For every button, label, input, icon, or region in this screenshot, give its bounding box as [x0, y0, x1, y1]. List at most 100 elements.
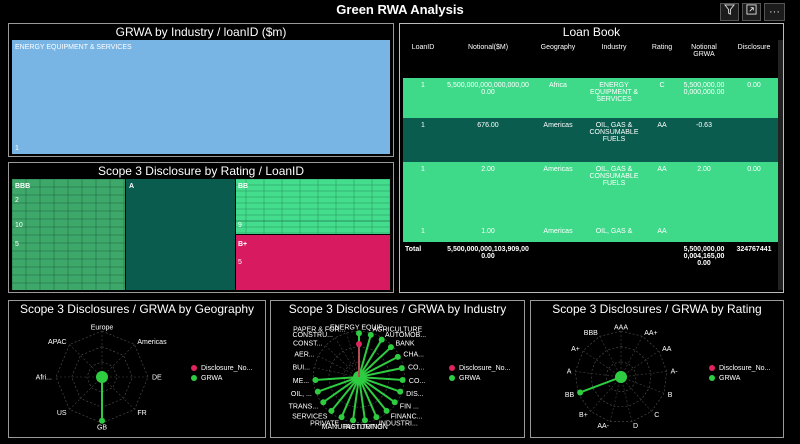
col-header[interactable]: Rating	[651, 44, 673, 51]
radar-label: BANK	[396, 340, 415, 347]
radar-label: AA-	[597, 423, 609, 430]
radar-label: DIS...	[406, 391, 424, 398]
radar-axis	[609, 376, 622, 422]
grwa-line	[352, 376, 360, 421]
legend: Disclosure_No... GRWA	[191, 365, 252, 382]
grwa-point	[350, 417, 357, 424]
radar-label: B	[668, 392, 673, 399]
grwa-point	[397, 388, 404, 395]
radar-axis	[346, 332, 360, 378]
tile-bbb	[12, 179, 125, 290]
legend-item-disclosure[interactable]: Disclosure_No...	[449, 365, 510, 372]
legend-item-grwa[interactable]: GRWA	[191, 375, 252, 382]
grwa-line	[330, 376, 360, 412]
table-row[interactable]: 1 2.00 Americas OIL, GAS & CONSUMABLE FU…	[403, 162, 779, 224]
geo-radar-chart[interactable]: Europe Americas DE FR GB US Afri... APAC	[9, 317, 189, 437]
radar-label: B+	[579, 412, 588, 419]
radar-label: OIL, ...	[291, 391, 312, 398]
radar-label: GB	[97, 425, 107, 432]
legend-item-grwa[interactable]: GRWA	[709, 375, 770, 382]
focus-mode-icon[interactable]	[742, 3, 761, 21]
table-row[interactable]: 1 5,500,000,000,000,000,000.00 Africa EN…	[403, 78, 779, 118]
radar-axis	[101, 344, 135, 378]
legend: Disclosure_No... GRWA	[449, 365, 510, 382]
rating-radar-panel: Scope 3 Disclosures / GRWA by Rating AAA…	[530, 300, 784, 438]
radar-label: AGRICULTURE	[373, 326, 423, 333]
radar-label: D	[633, 423, 638, 430]
grwa-point	[399, 376, 406, 383]
table-total-row: Total 5,500,000,000,103,909,000.00 5,500…	[403, 242, 779, 271]
col-header[interactable]: Notional GRWA	[691, 44, 717, 58]
scope3-rating-panel: Scope 3 Disclosure by Rating / LoanID BB…	[8, 162, 394, 293]
grwa-point	[361, 417, 368, 424]
grwa-line	[358, 346, 392, 378]
col-header[interactable]: LoanID	[411, 44, 435, 51]
radar-label: AER...	[294, 352, 314, 359]
more-options-icon[interactable]: ···	[764, 3, 785, 21]
scrollbar[interactable]	[778, 40, 783, 290]
radar-label: TRANS...	[289, 403, 319, 410]
rating-treemap[interactable]	[12, 179, 390, 290]
radar-axis	[599, 336, 622, 378]
panel-title: Scope 3 Disclosure by Rating / LoanID	[97, 164, 305, 178]
radar-label: MANUFACTURING	[322, 424, 383, 431]
radar-label: INDUSTRI...	[379, 420, 418, 427]
grwa-line	[358, 334, 372, 378]
col-header[interactable]: Disclosure	[737, 44, 771, 51]
legend-item-grwa[interactable]: GRWA	[449, 375, 510, 382]
radar-grid-ring	[590, 346, 652, 407]
tile-a	[126, 179, 235, 290]
panel-title: GRWA by Industry / loanID ($m)	[115, 25, 287, 39]
grwa-line	[358, 376, 403, 381]
radar-label: Afri...	[36, 375, 52, 382]
radar-label: FIN ...	[400, 403, 419, 410]
radar-label: Europe	[91, 325, 114, 332]
radar-label: PAPER & FOR...	[293, 326, 345, 333]
grwa-line	[358, 376, 396, 404]
radar-hub	[96, 371, 108, 383]
panel-title: Scope 3 Disclosures / GRWA by Rating	[552, 302, 762, 316]
table-row[interactable]: 1 1.00 Americas OIL, GAS & AA	[403, 224, 779, 242]
grwa-line	[340, 376, 360, 418]
col-header[interactable]: Industry	[601, 44, 627, 51]
grwa-line	[322, 376, 360, 404]
grwa-point	[373, 414, 380, 421]
radar-label: AAA	[614, 325, 628, 332]
grwa-point	[391, 399, 398, 406]
grwa-point	[383, 407, 390, 414]
filter-icon[interactable]	[720, 3, 739, 21]
panel-title: Scope 3 Disclosures / GRWA by Industry	[288, 302, 507, 316]
radar-label: FR	[137, 410, 146, 417]
panel-title: Scope 3 Disclosures / GRWA by Geography	[19, 302, 255, 316]
grwa-point	[314, 388, 321, 395]
grwa-point	[378, 336, 385, 343]
radar-label: BUI...	[292, 364, 310, 371]
treemap-tile[interactable]: ENERGY EQUIPMENT & SERVICES 1	[12, 40, 390, 154]
tile-sub: 1	[15, 145, 19, 152]
radar-axis	[313, 367, 360, 378]
grwa-line	[317, 376, 360, 393]
grwa-point	[312, 376, 319, 383]
radar-label: DE	[152, 375, 162, 382]
geo-radar-panel: Scope 3 Disclosures / GRWA by Geography …	[8, 300, 266, 438]
col-header[interactable]: Notional($M)	[467, 44, 509, 51]
legend: Disclosure_No... GRWA	[709, 365, 770, 382]
radar-axis	[325, 345, 360, 378]
table-header: LoanID Notional($M) Geography Industry R…	[403, 40, 779, 78]
table-row[interactable]: 1 676.00 Americas OIL, GAS & CONSUMABLE …	[403, 118, 779, 162]
radar-label: A-	[671, 369, 679, 376]
industry-radar-chart[interactable]: ENERGY EQUIP...AGRICULTUREAUTOMOB...BANK…	[271, 317, 449, 437]
radar-label: BBB	[584, 330, 598, 337]
legend-item-disclosure[interactable]: Disclosure_No...	[191, 365, 252, 372]
radar-label: INSTITUTION	[344, 424, 388, 431]
radar-label: US	[57, 410, 67, 417]
radar-axis	[620, 336, 643, 378]
grwa-line	[358, 339, 383, 378]
radar-label: CONSTRU...	[293, 332, 334, 339]
legend-item-disclosure[interactable]: Disclosure_No...	[709, 365, 770, 372]
col-header[interactable]: Geography	[540, 44, 576, 51]
radar-label: CONST...	[293, 340, 323, 347]
disclosure-point	[356, 341, 362, 347]
loan-book-panel: Loan Book LoanID Notional($M) Geography …	[399, 23, 784, 293]
